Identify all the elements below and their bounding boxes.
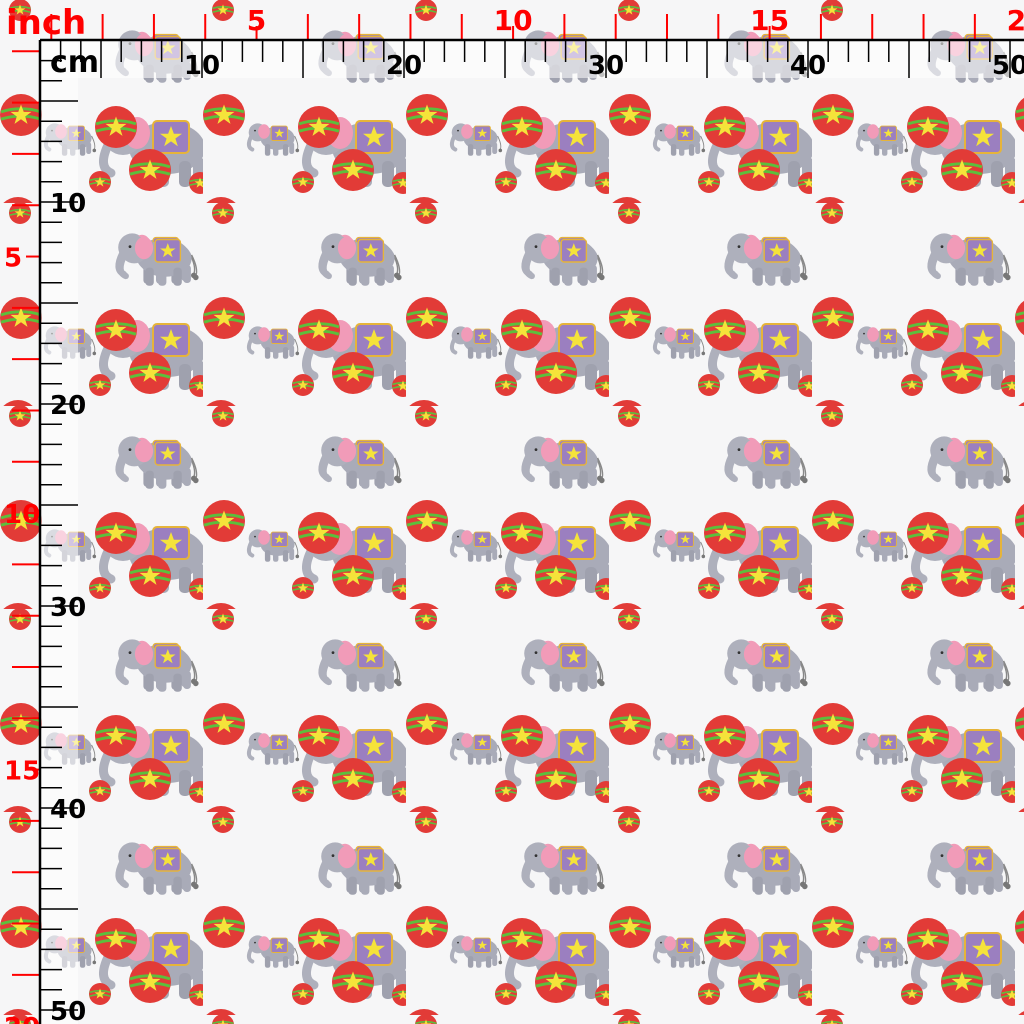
cm-unit-label: cm xyxy=(50,45,99,80)
vertical-inch-label: 5 xyxy=(4,244,22,274)
vertical-cm-label: 30 xyxy=(50,593,86,623)
cm-label: 10 xyxy=(184,51,220,81)
cm-label: 50 xyxy=(992,51,1024,81)
inch-label: 10 xyxy=(494,4,533,37)
top-cm-band xyxy=(40,40,1024,78)
inch-label: 5 xyxy=(247,4,266,37)
cm-label: 40 xyxy=(790,51,826,81)
cm-label: 20 xyxy=(386,51,422,81)
inch-label: 15 xyxy=(750,4,789,37)
inch-label: 20 xyxy=(1007,4,1024,37)
vertical-cm-label: 50 xyxy=(50,997,86,1024)
vertical-inch-label: 15 xyxy=(4,757,40,787)
vertical-cm-label: 40 xyxy=(50,795,86,825)
vertical-inch-label: 20 xyxy=(4,1013,40,1024)
vertical-cm-label: 10 xyxy=(50,189,86,219)
vertical-inch-label: 10 xyxy=(4,500,40,530)
ruler-ticks xyxy=(12,14,1011,1011)
vertical-cm-label: 20 xyxy=(50,391,86,421)
cm-label: 30 xyxy=(588,51,624,81)
left-cm-band xyxy=(40,40,78,1024)
inch-unit-label: inch xyxy=(6,3,86,43)
